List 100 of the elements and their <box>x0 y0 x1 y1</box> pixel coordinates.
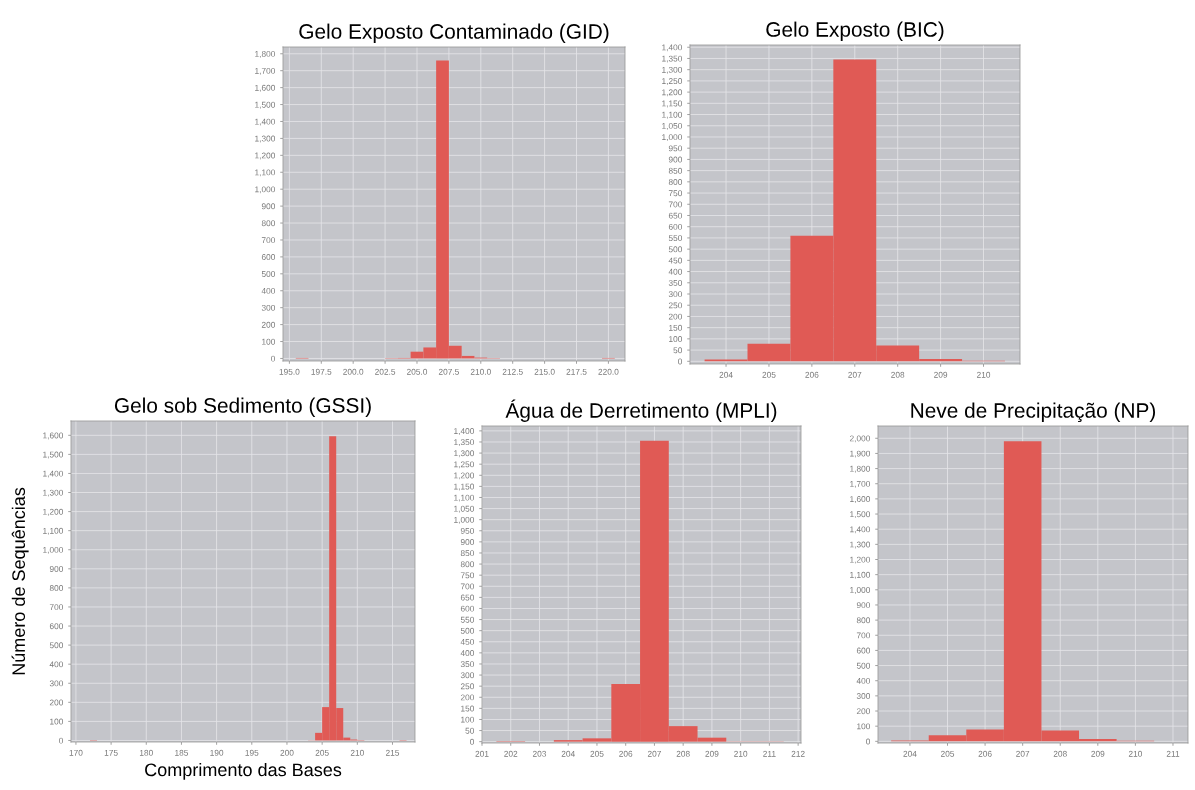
y-tick-label: 750 <box>668 190 683 197</box>
y-tick-label: 600 <box>49 623 64 630</box>
y-tick-label: 1,800 <box>850 465 871 473</box>
x-tick-label: 208 <box>891 371 905 378</box>
y-tick-label: 1,000 <box>662 134 683 142</box>
y-tick-label: 0 <box>866 738 871 745</box>
x-tick-label: 215.0 <box>534 368 555 375</box>
y-tick-label: 550 <box>668 235 683 242</box>
x-axis-title: Comprimento das Bases <box>145 762 342 780</box>
y-tick-label: 1,000 <box>43 546 64 554</box>
x-tick-label: 210 <box>734 750 748 757</box>
y-tick-label: 1,000 <box>454 516 475 524</box>
x-tick-label: 209 <box>705 750 719 757</box>
x-tick-label: 210 <box>976 371 991 378</box>
x-tick-label: 210 <box>350 749 364 756</box>
chart-title: Gelo Exposto (BIC) <box>766 21 944 41</box>
x-tick-label: 207 <box>647 750 661 757</box>
x-tick-label: 205 <box>940 750 955 757</box>
y-tick-label: 550 <box>460 616 475 623</box>
chart-title: Neve de Precipitação (NP) <box>911 402 1156 423</box>
x-tick-label: 206 <box>805 371 819 378</box>
y-tick-label: 500 <box>261 271 276 277</box>
y-tick-label: 700 <box>668 201 683 208</box>
x-tick-label: 175 <box>104 749 118 756</box>
y-tick-label: 300 <box>668 291 683 298</box>
x-tick-label: 207 <box>1016 750 1030 757</box>
x-tick-label: 203 <box>532 750 547 757</box>
y-tick-label: 1,700 <box>255 67 276 75</box>
y-tick-label: 200 <box>261 321 276 328</box>
y-tick-label: 100 <box>669 336 683 342</box>
y-tick-label: 250 <box>668 302 683 309</box>
y-tick-label: 1,050 <box>454 505 475 513</box>
y-tick-label: 350 <box>460 661 475 668</box>
x-tick-label: 217.5 <box>566 368 587 375</box>
y-tick-label: 1,200 <box>43 508 64 516</box>
y-tick-label: 900 <box>460 539 475 545</box>
y-tick-label: 150 <box>461 705 475 712</box>
y-tick-label: 950 <box>668 145 683 152</box>
chart-title: Gelo Exposto Contaminado (GID) <box>299 23 609 43</box>
x-tick-label: 205 <box>315 749 329 756</box>
y-tick-label: 1,600 <box>255 84 276 92</box>
x-tick-label: 207 <box>848 371 862 378</box>
y-tick-label: 600 <box>261 254 276 260</box>
y-tick-label: 850 <box>668 167 683 174</box>
x-tick-label: 202 <box>504 750 518 757</box>
y-tick-label: 1,150 <box>662 100 683 108</box>
y-tick-label: 800 <box>856 617 871 624</box>
y-tick-label: 1,500 <box>255 101 276 109</box>
y-tick-label: 500 <box>856 662 871 669</box>
y-tick-label: 1,250 <box>454 461 475 469</box>
y-tick-label: 2,000 <box>849 435 871 443</box>
x-tick-label: 200 <box>280 749 294 756</box>
y-tick-label: 600 <box>668 223 683 230</box>
chart-title: Água de Derretimento (MPLI) <box>505 399 777 422</box>
x-tick-label: 195 <box>245 749 259 756</box>
y-tick-label: 1,400 <box>43 470 64 478</box>
y-tick-label: 1,100 <box>454 494 475 502</box>
y-tick-label: 0 <box>59 737 64 744</box>
x-tick-label: 208 <box>676 750 690 757</box>
y-tick-label: 1,400 <box>255 118 276 126</box>
x-tick-label: 212.5 <box>502 368 523 375</box>
y-tick-label: 1,250 <box>662 78 683 85</box>
y-tick-label: 800 <box>261 220 276 227</box>
y-tick-label: 300 <box>49 680 64 687</box>
x-tick-label: 212 <box>791 750 805 757</box>
y-tick-label: 950 <box>460 527 475 534</box>
y-tick-label: 50 <box>465 727 475 734</box>
x-tick-label: 202.5 <box>375 368 396 375</box>
x-tick-label: 207.5 <box>438 368 459 375</box>
y-tick-label: 1,300 <box>43 489 64 497</box>
y-tick-label: 350 <box>668 279 683 286</box>
y-tick-label: 200 <box>856 708 871 715</box>
y-tick-label: 450 <box>460 638 475 645</box>
y-tick-label: 500 <box>460 627 475 634</box>
y-tick-label: 1,500 <box>43 451 64 459</box>
y-tick-label: 900 <box>668 156 683 163</box>
x-tick-label: 204 <box>903 750 917 757</box>
y-tick-label: 100 <box>262 338 276 345</box>
y-tick-label: 1,800 <box>255 50 276 58</box>
x-tick-label: 204 <box>719 371 733 378</box>
y-tick-label: 0 <box>678 358 683 365</box>
y-tick-label: 1,200 <box>454 472 475 480</box>
y-tick-label: 1,050 <box>662 122 683 130</box>
y-tick-label: 450 <box>668 257 683 264</box>
y-tick-label: 800 <box>49 585 64 591</box>
x-tick-label: 180 <box>139 749 153 756</box>
x-tick-label: 200.0 <box>343 368 364 375</box>
x-tick-label: 170 <box>69 749 83 756</box>
x-tick-label: 209 <box>934 371 948 378</box>
y-tick-label: 150 <box>669 324 683 331</box>
x-tick-label: 210 <box>1128 750 1143 757</box>
y-tick-label: 1,600 <box>43 432 64 440</box>
y-tick-label: 1,200 <box>662 89 683 97</box>
y-tick-label: 0 <box>470 738 475 745</box>
x-tick-label: 201 <box>475 750 489 757</box>
y-tick-label: 850 <box>460 550 475 557</box>
y-tick-label: 1,600 <box>850 496 871 503</box>
y-tick-label: 1,000 <box>850 587 871 594</box>
y-tick-label: 600 <box>460 605 475 612</box>
y-tick-label: 300 <box>261 304 276 311</box>
